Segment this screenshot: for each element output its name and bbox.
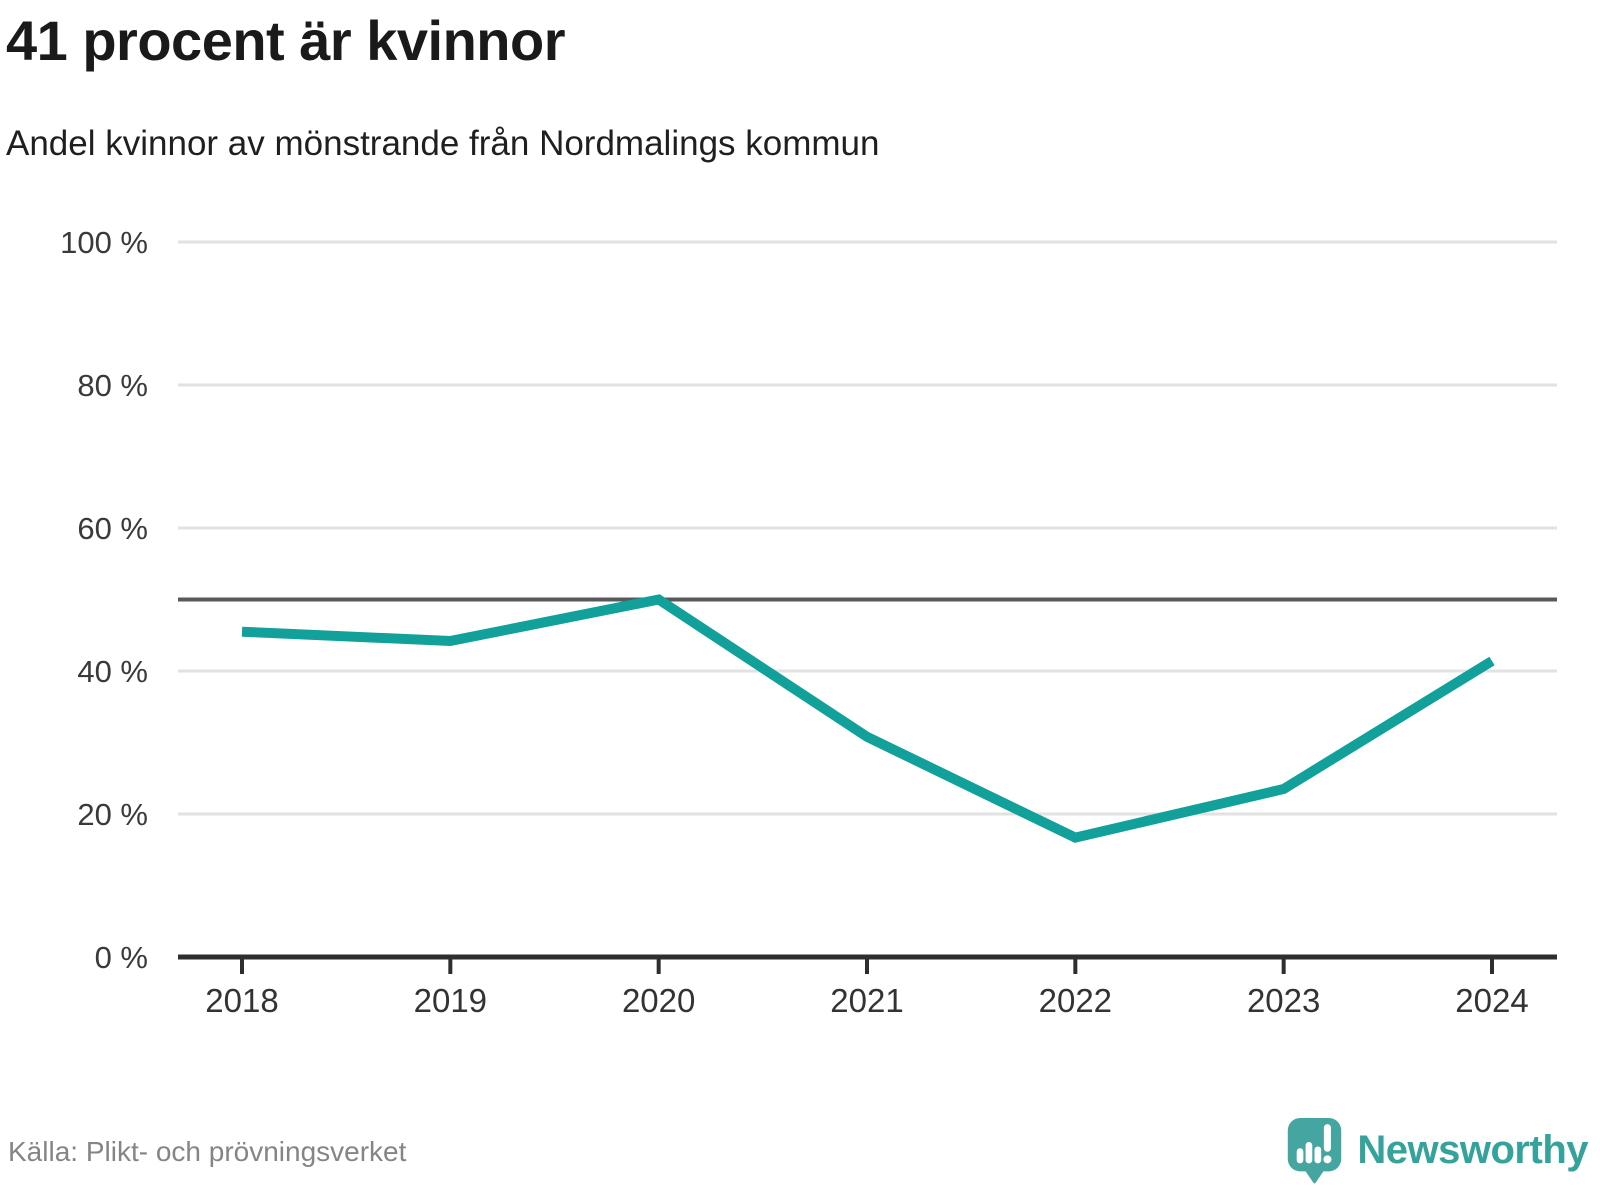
y-tick-label-40: 40 % (77, 654, 148, 689)
line-chart: 0 % 20 % 40 % 60 % 80 % 100 % 2018 2019 2020 2021… (60, 225, 1557, 1019)
y-tick-label-80: 80 % (77, 368, 148, 403)
source-note: Källa: Plikt- och prövningsverket (8, 1136, 407, 1167)
gridlines (178, 240, 1557, 816)
x-axis (178, 954, 1557, 974)
newsworthy-logo-icon (1288, 1117, 1342, 1184)
x-tick-label-2022: 2022 (1039, 982, 1112, 1019)
series-line-andel-kvinnor-av-mönstrande (241, 594, 1495, 843)
data-line (241, 594, 1495, 843)
x-tick-label-2020: 2020 (622, 982, 695, 1019)
chart-subtitle: Andel kvinnor av mönstrande från Nordmal… (6, 124, 880, 163)
y-tick-label-0: 0 % (95, 940, 148, 975)
x-tick-label-2023: 2023 (1247, 982, 1320, 1019)
y-tick-label-20: 20 % (77, 797, 148, 832)
brand-name: Newsworthy (1357, 1127, 1588, 1172)
x-tick-label-2024: 2024 (1455, 982, 1528, 1019)
y-tick-label-100: 100 % (60, 225, 148, 260)
x-tick-label-2018: 2018 (205, 982, 278, 1019)
y-tick-label-60: 60 % (77, 511, 148, 546)
axis-labels: 0 % 20 % 40 % 60 % 80 % 100 % 2018 2019 2020 2021… (60, 225, 1529, 1019)
brand-logo: Newsworthy (1286, 1116, 1588, 1184)
x-tick-label-2019: 2019 (414, 982, 487, 1019)
chart-title: 41 procent är kvinnor (6, 9, 566, 72)
x-tick-label-2021: 2021 (830, 982, 903, 1019)
